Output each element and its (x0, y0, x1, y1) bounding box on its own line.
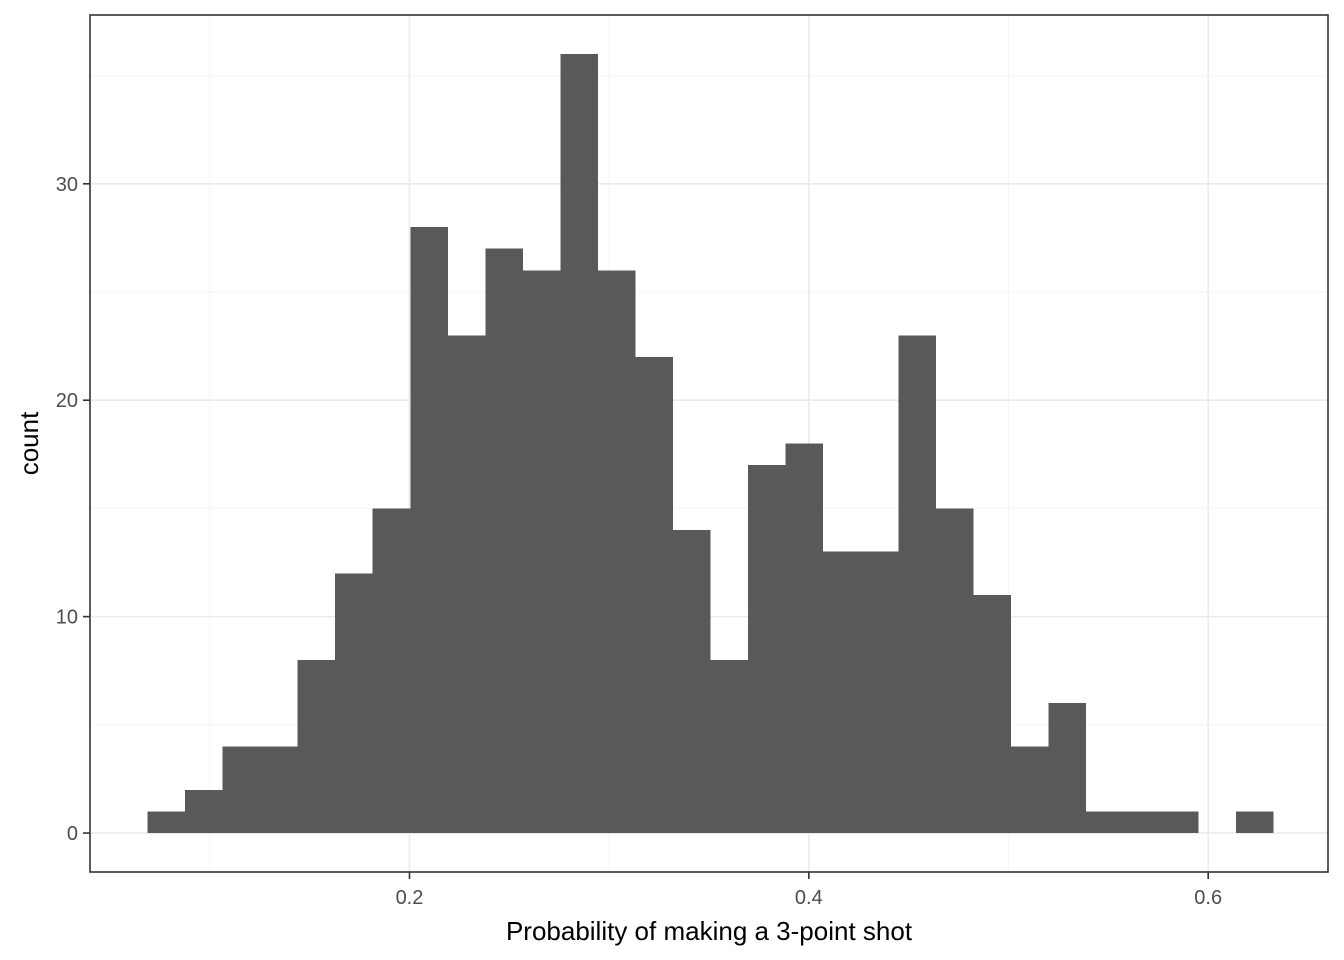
histogram-bar (635, 356, 674, 834)
x-axis-ticks: 0.2 0.4 0.6 (396, 872, 1222, 909)
histogram-bar (973, 594, 1011, 834)
histogram-bar (410, 227, 448, 834)
histogram-bar (335, 573, 373, 834)
histogram-bar (297, 659, 336, 834)
x-tick-label: 0.4 (795, 887, 823, 909)
plot-panel-border (89, 14, 1329, 873)
histogram-bar (785, 443, 824, 834)
histogram-bar (1010, 746, 1049, 834)
histogram-bar (1048, 703, 1086, 834)
histogram-bar (1236, 811, 1274, 834)
y-tick-label: 10 (56, 607, 78, 629)
histogram-bar (935, 508, 974, 834)
histogram-bar (710, 659, 749, 834)
histogram-bar (597, 270, 636, 834)
histogram-bar (1085, 811, 1124, 834)
histogram-bar (560, 53, 598, 834)
histogram-bar (522, 270, 561, 834)
y-tick-label: 0 (67, 823, 78, 845)
histogram-bar (860, 551, 899, 834)
histogram-bar (260, 746, 298, 834)
x-axis-title: Probability of making a 3-point shot (506, 916, 913, 946)
histogram-bar (372, 508, 411, 834)
histogram-bar (485, 248, 523, 834)
histogram-bar (147, 811, 186, 834)
x-tick-label: 0.2 (396, 887, 424, 909)
histogram-bar (222, 746, 261, 834)
histogram-bar (823, 551, 861, 834)
histogram-bar (1161, 811, 1199, 834)
x-tick-label: 0.6 (1194, 887, 1222, 909)
y-tick-label: 20 (56, 390, 78, 412)
histogram-bar (898, 335, 936, 834)
y-tick-label: 30 (56, 174, 78, 196)
histogram-bars (147, 53, 1274, 834)
y-axis-title: count (14, 411, 44, 475)
histogram-bar (673, 530, 711, 834)
y-axis-ticks: 0 10 20 30 (56, 174, 90, 845)
histogram-bar (1123, 811, 1162, 834)
histogram-bar (447, 335, 486, 834)
histogram-bar (185, 789, 223, 834)
histogram-bar (748, 465, 786, 834)
